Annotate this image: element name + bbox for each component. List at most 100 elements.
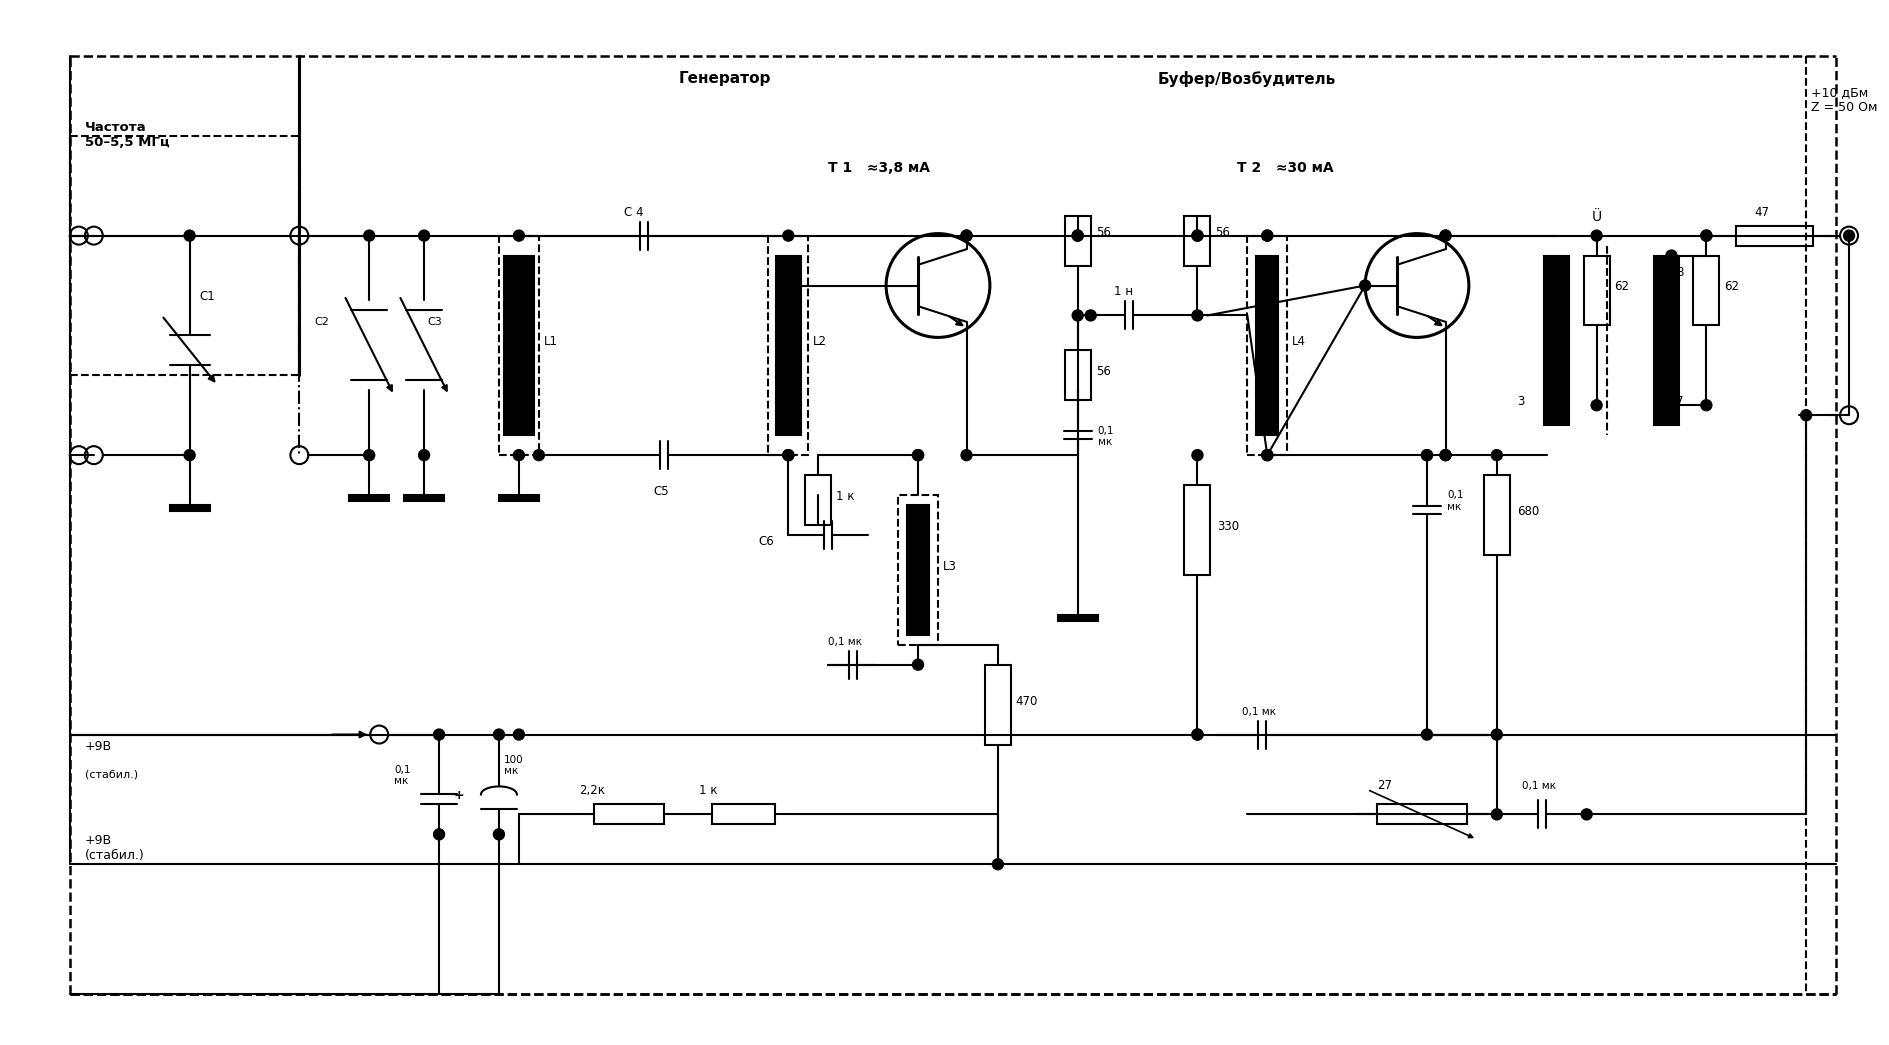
Circle shape [1439,230,1451,241]
Text: 100
мк: 100 мк [504,754,523,776]
Circle shape [960,230,971,241]
Text: C6: C6 [757,535,774,548]
Circle shape [1192,729,1201,740]
Circle shape [1591,400,1602,411]
Text: 0,1
мк: 0,1 мк [395,765,410,787]
Circle shape [1262,449,1271,461]
Bar [907,505,929,634]
Circle shape [960,230,971,241]
Circle shape [514,729,523,740]
Circle shape [183,449,195,461]
Circle shape [1071,310,1082,321]
Text: 56: 56 [1096,366,1111,378]
Circle shape [782,449,793,461]
Circle shape [1551,400,1562,411]
Bar [897,495,937,645]
Text: 1 к: 1 к [835,490,854,503]
Circle shape [782,449,793,461]
Text: +: + [453,789,465,803]
Text: 2,2к: 2,2к [578,785,604,797]
Text: 56: 56 [1096,226,1111,238]
Circle shape [1262,230,1271,241]
Circle shape [417,449,429,461]
Circle shape [1700,400,1711,411]
Bar [1184,485,1209,575]
Text: 8: 8 [1676,265,1683,279]
Circle shape [1192,230,1201,241]
Text: Частота
50–5,5 МГц: Частота 50–5,5 МГц [85,121,170,148]
Text: 7: 7 [1676,395,1683,409]
Circle shape [912,659,924,670]
Circle shape [1664,400,1676,411]
Circle shape [1591,230,1602,241]
Bar [1583,256,1609,325]
Bar [349,495,389,501]
Text: 47: 47 [1753,206,1768,218]
Text: (стабил.): (стабил.) [85,769,138,780]
Circle shape [493,729,504,740]
Circle shape [1262,230,1271,241]
Circle shape [1421,449,1432,461]
Text: 0,1
мк: 0,1 мк [1447,490,1462,512]
Bar [1256,256,1277,435]
Circle shape [1842,230,1853,241]
Circle shape [183,230,195,241]
Circle shape [1439,230,1451,241]
Circle shape [1800,410,1812,421]
Text: +10 дБм
Z = 50 Ом: +10 дБм Z = 50 Ом [1810,86,1876,114]
Bar [984,665,1011,744]
Text: Ü: Ü [1591,210,1600,224]
Circle shape [1192,310,1201,321]
Text: 62: 62 [1613,280,1628,294]
Text: L4: L4 [1292,335,1305,348]
Text: 0,1 мк: 0,1 мк [827,636,861,647]
Circle shape [1421,449,1432,461]
Circle shape [782,230,793,241]
Bar [1064,215,1090,265]
Text: C3: C3 [427,318,442,327]
Bar [769,235,808,456]
Text: 3: 3 [1517,395,1523,409]
Bar [593,805,663,825]
Bar [1247,235,1286,456]
Text: Генератор: Генератор [678,71,771,86]
Circle shape [912,449,924,461]
Text: L2: L2 [812,335,827,348]
Circle shape [1551,400,1562,411]
Circle shape [1358,280,1370,291]
Circle shape [1262,449,1271,461]
Circle shape [992,859,1003,869]
Circle shape [1439,449,1451,461]
Text: T 2   ≈30 мА: T 2 ≈30 мА [1237,161,1334,175]
Circle shape [1071,230,1082,241]
Text: 62: 62 [1723,280,1738,294]
Circle shape [1071,230,1082,241]
Bar [805,475,831,525]
Circle shape [1664,250,1676,261]
Bar [404,495,444,501]
Text: C2: C2 [314,318,329,327]
Circle shape [363,230,374,241]
Bar [1693,256,1719,325]
Circle shape [786,280,797,291]
Text: 1 н: 1 н [1113,285,1133,299]
Text: 680: 680 [1517,505,1538,518]
Circle shape [1490,809,1502,820]
Text: T 1   ≈3,8 мА: T 1 ≈3,8 мА [827,161,929,175]
Text: 0,1 мк: 0,1 мк [1521,782,1555,791]
Text: 1 к: 1 к [699,785,716,797]
Text: C 4: C 4 [623,206,642,218]
Bar [1064,350,1090,400]
Bar [1734,226,1812,246]
Bar [504,256,533,435]
Circle shape [514,230,523,241]
Bar [1543,256,1568,425]
Circle shape [1192,230,1201,241]
Text: Буфер/Возбудитель: Буфер/Возбудитель [1156,71,1336,87]
Circle shape [363,449,374,461]
Bar [499,495,538,501]
Circle shape [1439,449,1451,461]
Bar [774,256,801,435]
Circle shape [912,449,924,461]
Text: 470: 470 [1014,695,1037,707]
